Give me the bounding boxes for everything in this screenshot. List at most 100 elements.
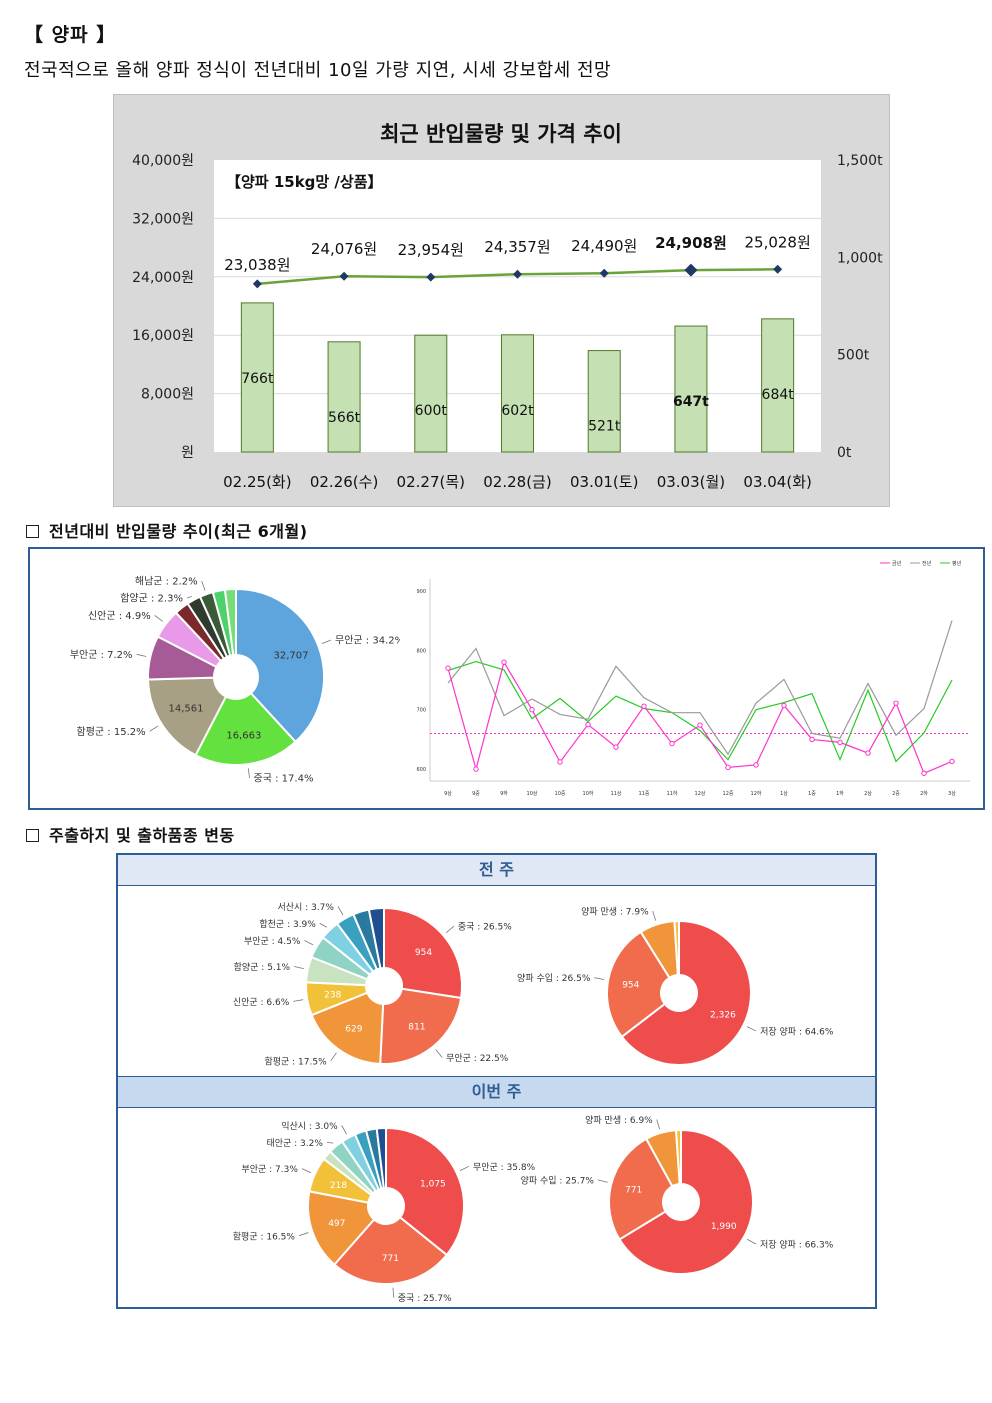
pie-slice-label: 함평군 : 16.5% [233, 1231, 296, 1242]
trend-x-tick: 9상 [444, 790, 452, 797]
pie-slice-label: 태안군 : 3.2% [266, 1138, 323, 1149]
pie-slice [383, 906, 463, 1000]
pie-leader-line [341, 1125, 347, 1135]
price-label: 24,908원 [655, 234, 727, 252]
pie-leader-line [656, 1119, 660, 1130]
y-left-tick: 24,000원 [132, 270, 194, 286]
pie-slice [147, 676, 228, 757]
pie-value-label: 1,990 [711, 1222, 737, 1232]
pie-leader-line [435, 1049, 443, 1058]
volume-bar [414, 334, 448, 453]
trend-y-tick: 600 [416, 767, 426, 773]
pie-slice-label: 함양군 : 5.1% [234, 962, 291, 973]
volume-label: 766t [241, 371, 274, 387]
y-right-tick: 1,500t [837, 153, 883, 169]
volume-label: 602t [501, 403, 534, 419]
trend-point [613, 744, 619, 750]
pie-leader-line [330, 1052, 337, 1062]
trend-point [529, 707, 535, 713]
pie-leader-line [298, 1232, 309, 1237]
pie-value-label: 629 [345, 1024, 362, 1034]
pie-slice [608, 1137, 674, 1241]
trend-x-tick: 10상 [527, 790, 538, 797]
section-origin-title: 주출하지 및 출하품종 변동 [26, 822, 235, 846]
trend-x-tick: 12하 [751, 790, 762, 797]
pie-slice [367, 906, 385, 970]
trend-point [445, 665, 451, 671]
pie-value-label: 497 [328, 1219, 345, 1229]
pie-leader-line [186, 595, 192, 599]
pie-leader-line [747, 1238, 757, 1245]
y-left-tick: 40,000원 [132, 153, 194, 169]
trend-series-line [447, 620, 953, 756]
pie-leader-line [136, 653, 147, 657]
trend-x-tick: 9하 [500, 790, 508, 797]
trend-x-tick: 12상 [695, 790, 706, 797]
trend-x-tick: 2상 [864, 790, 872, 797]
pie-slice-label: 함양군 : 2.3% [120, 592, 183, 604]
price-label: 24,357원 [484, 238, 550, 256]
pie-value-label: 771 [382, 1254, 399, 1264]
pie-slice-label: 무안군 : 22.5% [446, 1053, 509, 1064]
trend-point [501, 659, 507, 665]
pie-slice [606, 930, 671, 1039]
trend-point [641, 703, 647, 709]
section-origin-label: 주출하지 및 출하품종 변동 [49, 826, 235, 845]
pie-slice [310, 991, 385, 1065]
volume-bar [674, 325, 708, 453]
pie-value-label: 954 [622, 980, 639, 990]
y-left-tick: 16,000원 [132, 328, 194, 344]
pie-value-label: 811 [408, 1022, 425, 1032]
pie-slice-label: 양파 만생 : 6.9% [585, 1115, 653, 1126]
pie-leader-line [446, 925, 455, 933]
pie-slice-label: 부안군 : 7.2% [70, 649, 133, 661]
pie-slice-label: 함평군 : 15.2% [77, 726, 146, 738]
pie-leader-line [337, 906, 344, 916]
x-tick-label: 02.26(수) [310, 473, 378, 491]
price-marker [426, 272, 436, 282]
pie-leader-line [321, 639, 332, 644]
trend-x-tick: 1하 [836, 790, 844, 797]
trend-point [585, 721, 591, 728]
trend-y-tick: 700 [416, 708, 426, 714]
pie-leader-line [293, 999, 304, 1002]
pie-slice [375, 1126, 387, 1190]
trend-point [669, 740, 675, 747]
pie-value-label: 14,561 [169, 703, 204, 714]
pie-slice-label: 중국 : 26.5% [458, 922, 512, 933]
pie-slice [194, 691, 297, 766]
trend-y-tick: 800 [416, 648, 426, 654]
pie-slice-label: 무안군 : 35.8% [473, 1162, 536, 1173]
pie-value-label: 771 [625, 1185, 642, 1195]
volume-label: 647t [673, 394, 709, 410]
trend-x-tick: 12중 [723, 791, 734, 797]
pie-value-label: 238 [324, 991, 341, 1001]
prev-week-pies: 954 811 629 238 중국 : 26.5% 무안군 : 22.5% 함평군 : 1… [233, 902, 834, 1068]
trend-x-tick: 10중 [555, 791, 566, 797]
trend-point [473, 766, 479, 772]
price-marker [252, 279, 262, 289]
pie-value-label: 218 [330, 1181, 347, 1191]
y-left-tick: 원 [181, 445, 194, 461]
x-tick-label: 03.01(토) [570, 473, 638, 491]
pie-slice-label: 익산시 : 3.0% [281, 1120, 338, 1132]
trend-point [921, 770, 927, 776]
trend-point [781, 702, 787, 709]
trend-x-tick: 10하 [583, 790, 594, 797]
pie-leader-line [459, 1165, 470, 1171]
trend-y-tick: 900 [416, 589, 426, 595]
pie-slice [618, 1128, 754, 1275]
y-left-tick: 32,000원 [132, 211, 194, 227]
trend-x-tick: 1상 [780, 790, 788, 797]
pie-slice [620, 919, 752, 1066]
trend-series-line [447, 660, 953, 763]
price-label: 24,076원 [311, 240, 377, 258]
pie-slice [235, 587, 325, 744]
volume-trend-chart: 600 700 800 900 9상 9중 9하 10상 10중 10하 11상 11중 11하 12상 1… [416, 560, 970, 797]
trend-x-tick: 11상 [611, 790, 622, 797]
pie-slice-label: 무안군 : 34.2% [335, 634, 400, 646]
trend-x-tick: 3상 [948, 790, 956, 797]
checkbox-icon [26, 525, 39, 538]
volume-label: 600t [415, 403, 448, 419]
x-tick-label: 02.27(목) [397, 473, 465, 491]
